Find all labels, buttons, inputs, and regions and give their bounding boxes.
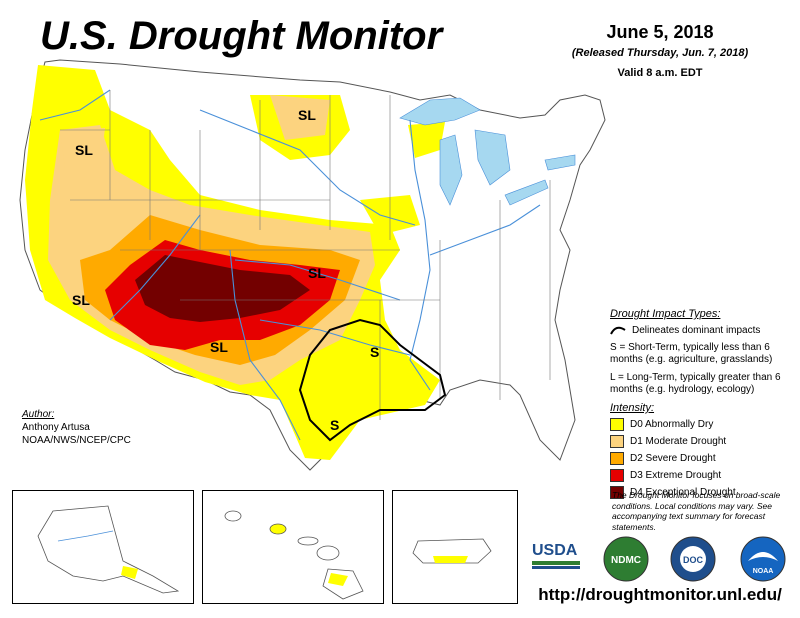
hawaii-inset [202,490,384,604]
molokai-shape [297,536,319,546]
legend: Drought Impact Types: Delineates dominan… [610,308,800,499]
impact-lines [298,318,447,442]
impact-heading: Drought Impact Types: [610,308,721,320]
legend-d3-label: D3 Extreme Drought [630,470,722,481]
long-term-note: L = Long-Term, typically greater than 6 … [610,372,781,395]
author-org: NOAA/NWS/NCEP/CPC [22,435,131,446]
river-red [259,319,411,356]
intensity-heading: Intensity: [610,402,655,414]
d1-north-dakota [270,95,330,140]
rivers [39,89,541,441]
impact-line-icon [610,326,626,335]
swatch-d2 [610,452,624,465]
d4-four-corners [135,255,310,322]
conus-drought-map: SL SL SL SL SL S S [19,59,606,471]
ndmc-logo: NDMC [601,535,651,583]
commerce-logo-text: DOC [683,555,704,565]
legend-d1-label: D1 Moderate Drought [630,436,727,447]
river-colorado [109,214,201,321]
lake-superior [399,97,481,126]
river-ohio [429,204,541,256]
swatch-d3 [610,469,624,482]
noaa-logo-disc [740,536,786,582]
puerto-rico-drought [433,556,468,563]
lake-michigan [439,134,463,206]
legend-d0: D0 Abnormally Dry [610,418,800,431]
legend-d3: D3 Extreme Drought [610,469,800,482]
noaa-logo: NOAA [738,535,788,583]
ndmc-logo-disc [603,536,649,582]
swatch-d0 [610,418,624,431]
river-rio-grande [229,249,301,441]
label-sl-oregon: SL [75,142,93,158]
alaska-inset [12,490,194,604]
maui-shape [316,545,340,561]
river-mississippi [409,119,431,391]
author-heading: Author: [22,409,55,420]
short-term-note: S = Short-Term, typically less than 6 mo… [610,342,773,365]
drought-areas [25,65,445,460]
state-borders [60,90,551,420]
label-sl-new-mexico: SL [210,339,228,355]
alaska-rivers [57,530,114,542]
usda-logo-text: USDA [532,542,578,559]
commerce-logo: DOC [668,535,718,583]
swatch-d1 [610,435,624,448]
river-arkansas [234,259,401,301]
website-link[interactable]: http://droughtmonitor.unl.edu/ [538,585,782,604]
d1-oregon [60,128,105,170]
label-s-louisiana: S [370,344,379,360]
commerce-logo-inner [680,546,706,572]
author-name: Anthony Artusa [22,422,90,433]
d0-great-lakes [408,122,445,158]
usda-logo: USDA [528,535,588,575]
valid-time: Valid 8 a.m. EDT [617,67,703,79]
legend-d2-label: D2 Severe Drought [630,453,716,464]
logos: USDA NDMC DOC NOAA [528,535,798,585]
ndmc-logo-text: NDMC [611,555,641,566]
alaska-drought [121,566,138,579]
lake-erie [504,179,549,206]
usda-logo-stripe-2 [532,566,580,569]
great-lakes [399,97,576,206]
alaska-map [37,505,180,594]
label-sl-kansas: SL [308,265,326,281]
usda-logo-stripe-1 [532,561,580,565]
impact-line-south [298,318,447,442]
legend-d4-label: D4 Exceptional Drought [630,487,736,498]
impact-line-row: Delineates dominant impacts [610,324,800,336]
puerto-rico-map [412,538,492,564]
puerto-rico-shape [412,538,492,564]
legend-d0-label: D0 Abnormally Dry [630,419,714,430]
disclaimer: The Drought Monitor focuses on broad-sca… [612,490,781,532]
map-date: June 5, 2018 [606,22,714,42]
hawaii-map [224,510,364,600]
oahu-shape [269,523,287,535]
legend-d1: D1 Moderate Drought [610,435,800,448]
label-s-texas: S [330,417,339,433]
river-missouri [199,109,416,226]
label-sl-california: SL [72,292,90,308]
big-island-drought [328,573,348,586]
swatch-d4 [610,486,624,499]
river-columbia [39,89,111,121]
legend-d2: D2 Severe Drought [610,452,800,465]
author-block: Author: Anthony Artusa NOAA/NWS/NCEP/CPC [22,408,131,447]
kauai-shape [224,510,242,522]
release-date: (Released Thursday, Jun. 7, 2018) [571,47,749,59]
noaa-logo-text: NOAA [753,568,774,575]
lake-huron [474,129,511,186]
impact-line-label: Delineates dominant impacts [632,324,761,336]
alaska-shape [37,505,180,594]
lake-ontario [544,154,576,171]
label-sl-north-dakota: SL [298,107,316,123]
noaa-logo-bird [748,552,778,561]
map-title: U.S. Drought Monitor [40,14,443,58]
legend-d4: D4 Exceptional Drought [610,486,800,499]
border-1 [60,90,551,420]
puerto-rico-inset [392,490,518,604]
